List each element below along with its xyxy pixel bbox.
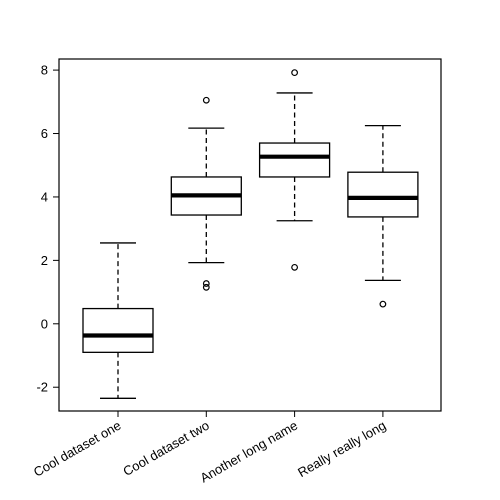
y-tick-label: 8 bbox=[41, 63, 48, 78]
outlier-point bbox=[202, 283, 210, 291]
x-tick-label: Cool dataset two bbox=[120, 418, 211, 479]
outlier-point bbox=[291, 69, 299, 77]
x-tick-label: Cool dataset one bbox=[31, 418, 124, 480]
iqr-box bbox=[347, 171, 419, 218]
box-2 bbox=[170, 96, 242, 291]
y-axis: -2 0 2 4 6 8 bbox=[36, 63, 59, 395]
x-tick-label: Really really long bbox=[295, 418, 388, 480]
box-3 bbox=[258, 69, 331, 271]
box-1 bbox=[82, 242, 154, 399]
y-tick-label: -2 bbox=[36, 380, 48, 395]
outlier-point bbox=[291, 263, 299, 271]
iqr-box bbox=[258, 142, 331, 178]
y-tick-label: 6 bbox=[41, 126, 48, 141]
outlier-point bbox=[379, 300, 387, 308]
y-tick-label: 2 bbox=[41, 253, 48, 268]
y-tick-label: 0 bbox=[41, 316, 48, 331]
boxes-group bbox=[82, 69, 419, 399]
plot-frame bbox=[58, 58, 442, 412]
outlier-point bbox=[202, 96, 210, 104]
y-tick-label: 4 bbox=[41, 189, 48, 204]
box-4 bbox=[347, 124, 419, 308]
x-tick-label: Another long name bbox=[197, 418, 300, 486]
iqr-box bbox=[82, 307, 154, 353]
outlier-point bbox=[202, 280, 210, 287]
